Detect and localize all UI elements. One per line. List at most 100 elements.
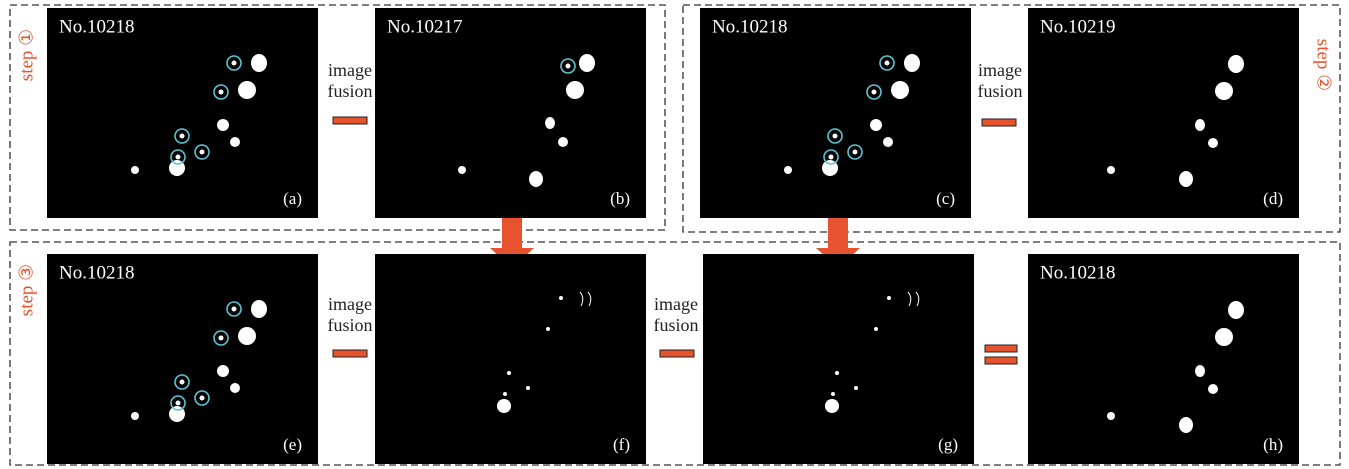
minus-sign [982,119,1016,126]
operator-label: image [978,60,1022,80]
blob [833,134,838,139]
panel: No.10219 (d) [1028,8,1299,218]
blob [497,399,511,413]
panel: (f) [375,254,646,464]
blob [529,171,543,187]
blob [526,386,530,390]
panel-title: No.10218 [59,16,134,37]
minus-sign [333,350,367,357]
panel-image [47,254,318,464]
blob [854,386,858,390]
panel-image [1028,254,1299,464]
blob [507,371,511,375]
blob [180,380,185,385]
operator-label: fusion [328,81,373,101]
blob [545,117,555,129]
minus-sign [660,350,694,357]
step-label: step ② [1313,39,1334,91]
blob [217,365,229,377]
blob [1215,328,1233,346]
blob [232,307,237,312]
blob [219,336,224,341]
panel-label: (a) [283,189,302,208]
blob [870,119,882,131]
step-label: step ① [16,29,37,81]
operator-label: image [328,60,372,80]
minus-sign [333,117,367,124]
blob [200,150,205,155]
blob [458,166,466,174]
panel: No.10218(c) [700,8,971,218]
panel-image [47,8,318,218]
blob [558,137,568,147]
panel-label: (h) [1263,435,1283,454]
blob [251,300,267,318]
step-label: step ③ [16,264,37,316]
blob [883,137,893,147]
blob [1208,138,1218,148]
blob [503,392,507,396]
blob [176,155,181,160]
blob [872,90,877,95]
blob [176,401,181,406]
panel-title: No.10218 [59,262,134,283]
blob [874,327,878,331]
blob [579,54,595,72]
blob [904,54,920,72]
blob [1179,171,1193,187]
panel: No.10218(h) [1028,254,1299,464]
blob [546,327,550,331]
panel: (g) [703,254,974,464]
panel-image [375,8,646,218]
blob [217,119,229,131]
blob [566,64,571,69]
blob [825,399,839,413]
panel-label: (f) [613,435,630,454]
panel-image [375,254,646,464]
blob [131,412,139,420]
panel-label: (e) [283,435,302,454]
blob [829,155,834,160]
blob [200,396,205,401]
equals-sign [985,345,1017,352]
blob [835,371,839,375]
blob [1228,301,1244,319]
panel-image [1028,8,1299,218]
panel-label: (d) [1263,189,1283,208]
figure: step ① step ② step ③ No.10218 (a) No.10217… [0,0,1349,469]
blob [784,166,792,174]
blob [230,383,240,393]
panel-title: No.10218 [712,16,787,37]
operator-label: fusion [328,315,373,335]
blob [1208,384,1218,394]
panel-title: No.10217 [387,16,462,37]
blob [887,296,891,300]
panel-label: (b) [610,189,630,208]
operator-label: fusion [978,81,1023,101]
operator-label: image [328,294,372,314]
blob [180,134,185,139]
blob [1215,82,1233,100]
equals-sign [985,357,1017,364]
blob [853,150,858,155]
blob [251,54,267,72]
operator-label: fusion [654,315,699,335]
operator-label: image [654,294,698,314]
blob [566,81,584,99]
panel-image [700,8,971,218]
blob [1195,365,1205,377]
panel: No.10217 (b) [375,8,646,218]
blob [1107,412,1115,420]
blob [230,137,240,147]
blob [232,61,237,66]
blob [1107,166,1115,174]
blob [1195,119,1205,131]
blob [219,90,224,95]
blob [238,327,256,345]
blob [831,392,835,396]
blob [1228,55,1244,73]
panel-title: No.10219 [1040,16,1115,37]
panel-label: (g) [938,435,958,454]
blob [559,296,563,300]
blob [891,81,909,99]
